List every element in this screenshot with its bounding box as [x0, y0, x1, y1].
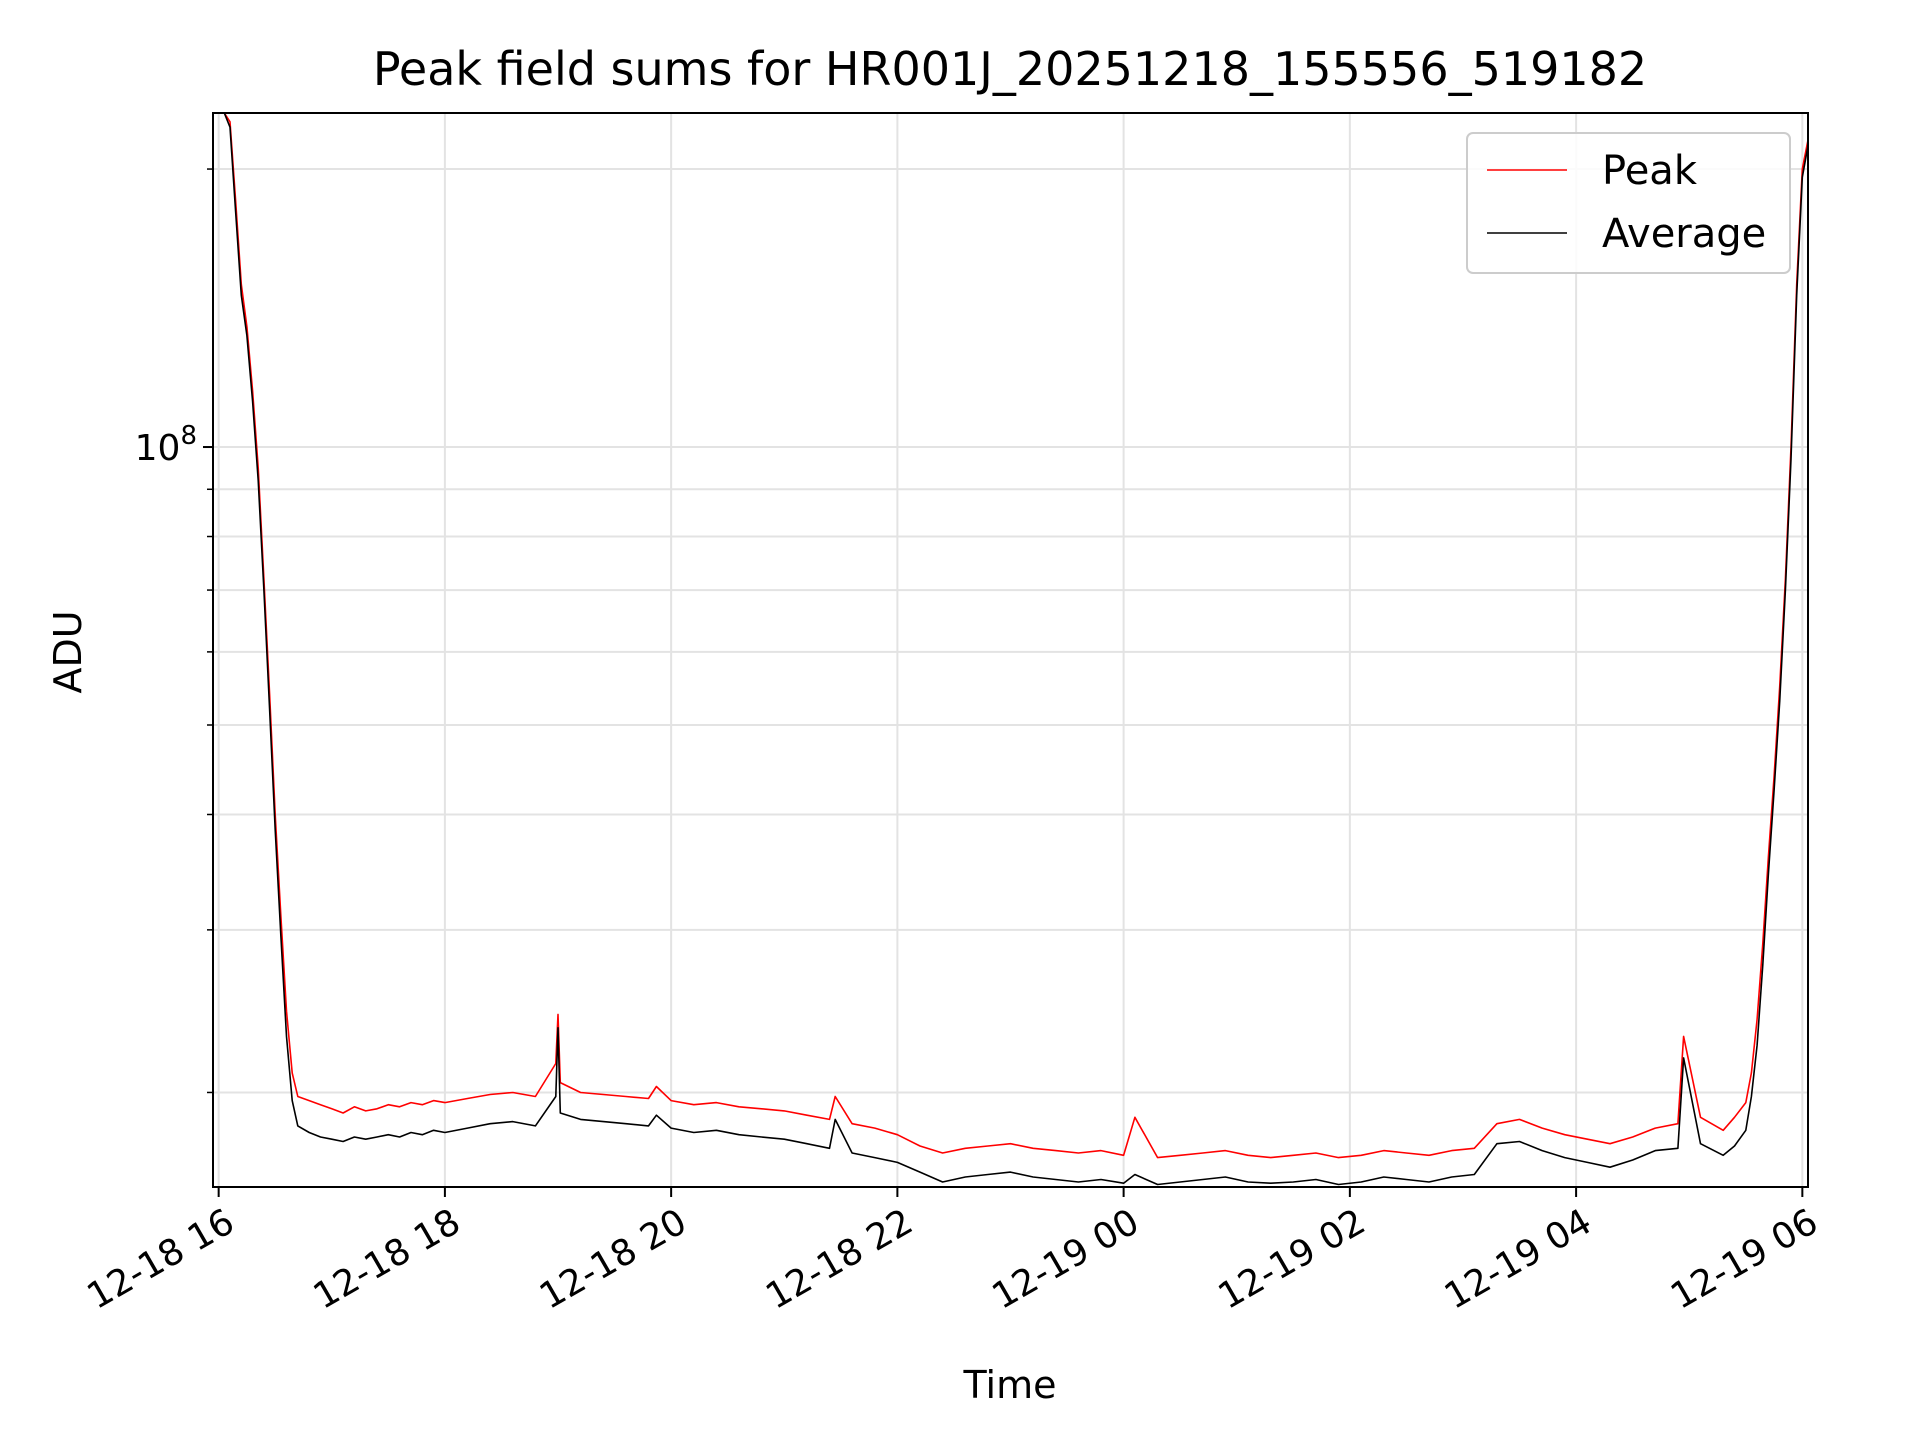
legend-peak-label: Peak — [1602, 148, 1698, 194]
legend-average-label: Average — [1602, 211, 1766, 257]
y-axis-label: ADU — [46, 610, 90, 693]
y-tick-label: 108 — [135, 421, 197, 469]
chart-title: Peak field sums for HR001J_20251218_1555… — [373, 42, 1647, 96]
grid — [213, 113, 1808, 1187]
y-tick-label-exponent: 8 — [180, 421, 197, 451]
plot-series — [218, 113, 1808, 1186]
series-line-average — [218, 113, 1808, 1186]
legend: Peak Average — [1466, 132, 1791, 274]
x-axis-label: Time — [963, 1363, 1057, 1407]
y-tick-label-base: 10 — [135, 428, 181, 469]
legend-box — [1466, 132, 1791, 274]
series-line-peak — [218, 113, 1808, 1159]
plot-frame — [212, 112, 1809, 1188]
